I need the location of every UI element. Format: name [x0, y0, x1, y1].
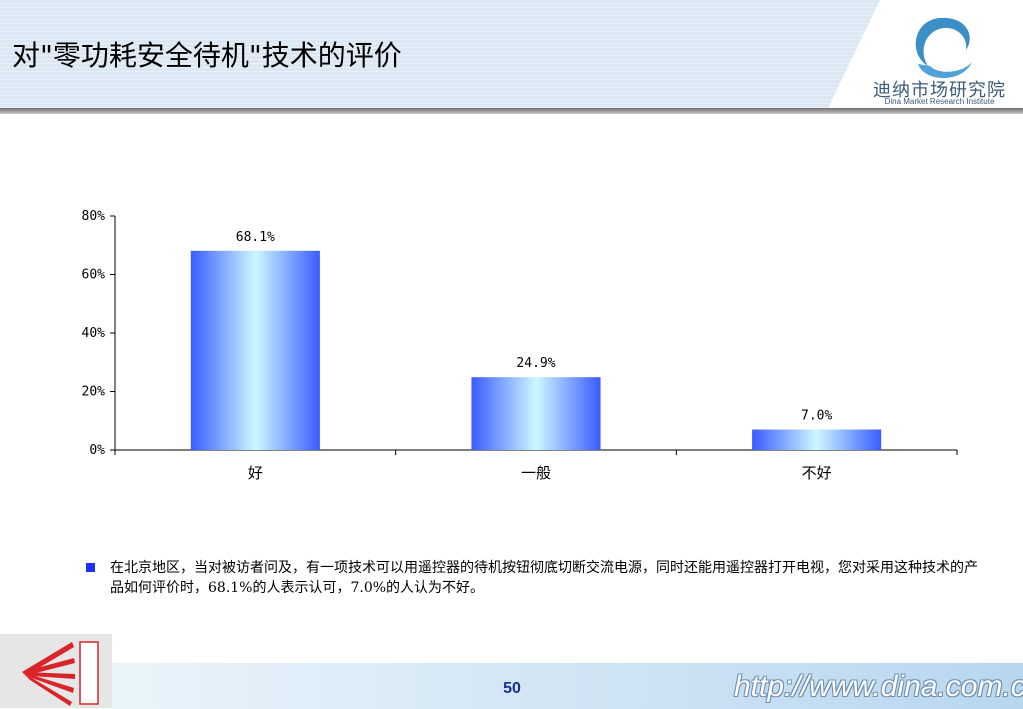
footer-bar	[112, 662, 1023, 709]
data-label: 24.9%	[516, 356, 555, 371]
header-band	[0, 0, 880, 108]
bar-1	[190, 250, 320, 450]
y-tick-label: 60%	[82, 268, 106, 283]
brand-name-cn: 迪纳市场研究院	[873, 80, 1006, 101]
header-divider	[0, 108, 1023, 114]
page-title: 对"零功耗安全待机"技术的评价	[12, 39, 402, 72]
bar-chart: 0% 20% 40% 60% 80% 68.1% 好 24.9% 一般 7.0% 不好	[82, 209, 958, 482]
note-bullet-icon	[86, 563, 95, 572]
category-label: 不好	[802, 464, 832, 482]
chart-note: 在北京地区，当对被访者问及，有一项技术可以用遥控器的待机按钮彻底切断交流电源，同…	[110, 560, 978, 596]
y-tick-label: 80%	[82, 209, 106, 224]
dixing-logo-icon	[22, 641, 99, 706]
data-label: 68.1%	[236, 230, 275, 245]
data-label: 7.0%	[801, 409, 832, 424]
page-number: 50	[503, 680, 521, 697]
footer-url[interactable]: http://www.dina.com.cn	[734, 670, 1023, 703]
y-tick-label: 20%	[82, 385, 106, 400]
y-tick-label: 0%	[89, 443, 105, 458]
bar-2	[471, 377, 601, 450]
dina-logo-icon	[915, 17, 972, 78]
slide-header: 对"零功耗安全待机"技术的评价 迪纳市场研究院 Dina Market Rese…	[0, 0, 1023, 108]
category-label: 一般	[521, 464, 551, 482]
category-label: 好	[248, 464, 263, 482]
brand-name-en: Dina Market Research Institute	[884, 97, 995, 106]
y-tick-label: 40%	[82, 326, 106, 341]
bar-3	[752, 429, 882, 450]
